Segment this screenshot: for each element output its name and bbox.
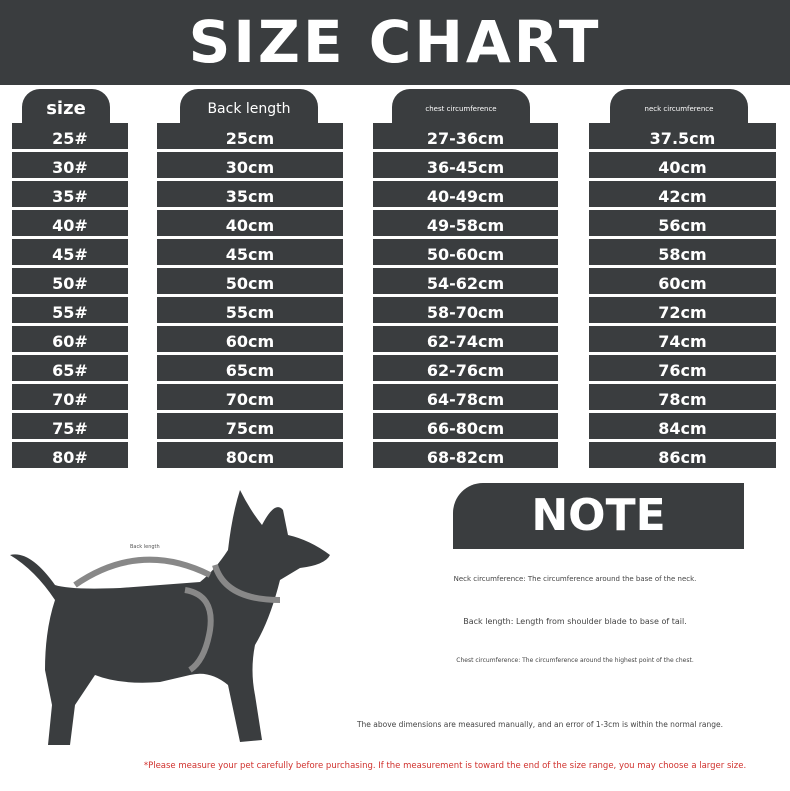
size-cell: 58-70cm [373,297,558,323]
size-cell: 76cm [589,355,776,381]
size-cell: 50# [12,268,128,294]
illustration-label: Back length [130,544,160,550]
size-cell: 25cm [157,123,343,149]
size-cell: 74cm [589,326,776,352]
column-header: chest circumference [392,89,530,125]
column-header: size [22,89,110,125]
size-cell: 64-78cm [373,384,558,410]
size-cell: 25# [12,123,128,149]
note-line: Neck circumference: The circumference ar… [453,575,697,583]
column-header: Back length [180,89,318,125]
chest-arrow [184,587,214,673]
note-box [453,483,744,549]
size-cell: 42cm [589,181,776,207]
size-cell: 70# [12,384,128,410]
size-cell: 35cm [157,181,343,207]
size-cell: 50cm [157,268,343,294]
size-cell: 70cm [157,384,343,410]
size-cell: 80# [12,442,128,468]
size-cell: 49-58cm [373,210,558,236]
size-cell: 45# [12,239,128,265]
size-cell: 55cm [157,297,343,323]
size-cell: 35# [12,181,128,207]
size-cell: 50-60cm [373,239,558,265]
size-cell: 60# [12,326,128,352]
size-cell: 80cm [157,442,343,468]
size-cell: 55# [12,297,128,323]
size-cell: 54-62cm [373,268,558,294]
dog-silhouette [10,490,330,745]
size-cell: 84cm [589,413,776,439]
size-cell: 40# [12,210,128,236]
size-cell: 75cm [157,413,343,439]
size-cell: 65# [12,355,128,381]
size-cell: 36-45cm [373,152,558,178]
neck-arrow [212,564,281,603]
size-cell: 65cm [157,355,343,381]
note-line: Chest circumference: The circumference a… [456,657,694,664]
disclaimer: *Please measure your pet carefully befor… [143,761,747,771]
size-cell: 56cm [589,210,776,236]
size-cell: 40cm [589,152,776,178]
note-line: The above dimensions are measured manual… [356,720,724,729]
size-cell: 60cm [589,268,776,294]
size-cell: 27-36cm [373,123,558,149]
note-title: NOTE [531,490,666,541]
size-cell: 86cm [589,442,776,468]
back-arrow [73,556,212,588]
column-header: neck circumference [610,89,748,125]
dog-illustration: Back length [10,490,330,745]
size-cell: 30# [12,152,128,178]
size-cell: 72cm [589,297,776,323]
size-cell: 45cm [157,239,343,265]
size-cell: 60cm [157,326,343,352]
size-cell: 30cm [157,152,343,178]
size-cell: 68-82cm [373,442,558,468]
size-cell: 66-80cm [373,413,558,439]
size-cell: 40cm [157,210,343,236]
size-cell: 62-76cm [373,355,558,381]
size-cell: 40-49cm [373,181,558,207]
title: SIZE CHART [188,8,602,76]
size-cell: 62-74cm [373,326,558,352]
note-line: Back length: Length from shoulder blade … [463,617,687,626]
size-cell: 58cm [589,239,776,265]
header-bar [0,0,790,85]
size-cell: 78cm [589,384,776,410]
size-cell: 37.5cm [589,123,776,149]
size-cell: 75# [12,413,128,439]
